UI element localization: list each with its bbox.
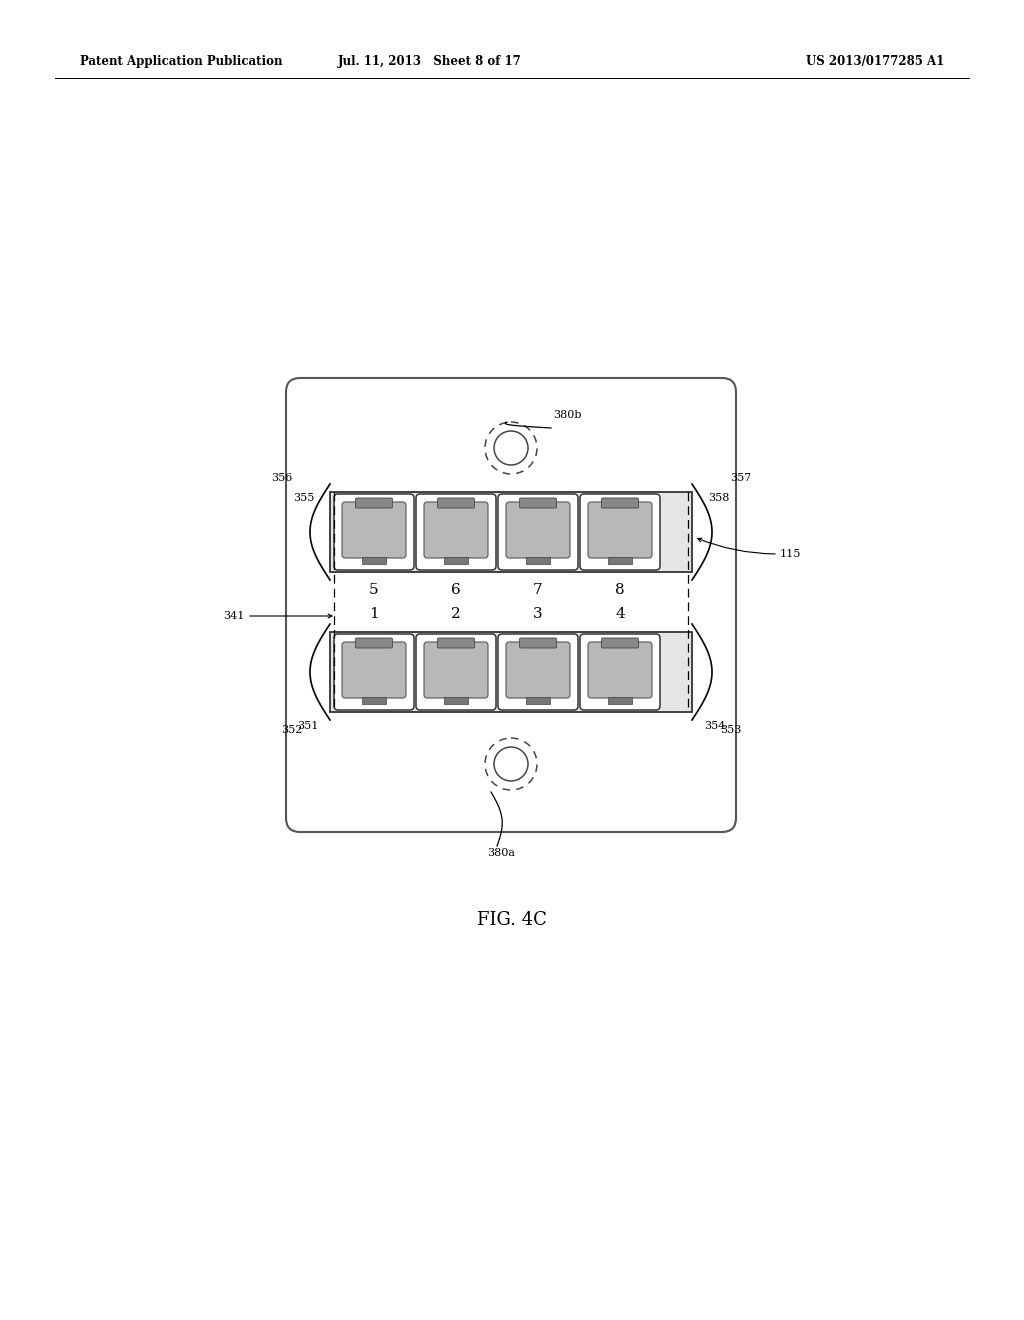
FancyBboxPatch shape (498, 494, 578, 570)
FancyBboxPatch shape (330, 632, 692, 711)
Text: 4: 4 (615, 607, 625, 620)
FancyBboxPatch shape (526, 697, 550, 704)
Text: 353: 353 (720, 725, 741, 735)
Text: 355: 355 (293, 492, 314, 503)
Text: 3: 3 (534, 607, 543, 620)
Text: US 2013/0177285 A1: US 2013/0177285 A1 (806, 55, 944, 69)
FancyBboxPatch shape (444, 697, 468, 704)
FancyBboxPatch shape (342, 502, 406, 558)
Text: 341: 341 (223, 611, 245, 620)
Text: 1: 1 (369, 607, 379, 620)
FancyBboxPatch shape (334, 494, 414, 570)
Text: 358: 358 (708, 492, 729, 503)
FancyBboxPatch shape (437, 638, 474, 648)
FancyBboxPatch shape (602, 638, 638, 648)
FancyBboxPatch shape (580, 634, 660, 710)
FancyBboxPatch shape (362, 557, 386, 564)
FancyBboxPatch shape (602, 498, 638, 508)
FancyBboxPatch shape (334, 634, 414, 710)
FancyBboxPatch shape (416, 634, 496, 710)
Text: 356: 356 (270, 473, 292, 483)
Text: 7: 7 (534, 583, 543, 597)
Text: 2: 2 (452, 607, 461, 620)
FancyBboxPatch shape (580, 494, 660, 570)
FancyBboxPatch shape (342, 642, 406, 698)
FancyBboxPatch shape (286, 378, 736, 832)
Text: 115: 115 (780, 549, 802, 558)
FancyBboxPatch shape (424, 642, 488, 698)
FancyBboxPatch shape (444, 557, 468, 564)
FancyBboxPatch shape (355, 498, 392, 508)
Text: 5: 5 (370, 583, 379, 597)
FancyBboxPatch shape (519, 498, 556, 508)
FancyBboxPatch shape (424, 502, 488, 558)
FancyBboxPatch shape (608, 697, 632, 704)
FancyBboxPatch shape (506, 502, 570, 558)
FancyBboxPatch shape (588, 502, 652, 558)
FancyBboxPatch shape (416, 494, 496, 570)
FancyBboxPatch shape (588, 642, 652, 698)
FancyBboxPatch shape (437, 498, 474, 508)
Text: 357: 357 (730, 473, 752, 483)
Text: 352: 352 (281, 725, 302, 735)
FancyBboxPatch shape (506, 642, 570, 698)
Text: 8: 8 (615, 583, 625, 597)
FancyBboxPatch shape (498, 634, 578, 710)
Text: 354: 354 (705, 721, 725, 731)
FancyBboxPatch shape (330, 492, 692, 572)
Text: FIG. 4C: FIG. 4C (477, 911, 547, 929)
FancyBboxPatch shape (608, 557, 632, 564)
FancyBboxPatch shape (362, 697, 386, 704)
FancyBboxPatch shape (526, 557, 550, 564)
Text: 6: 6 (452, 583, 461, 597)
Text: Patent Application Publication: Patent Application Publication (80, 55, 283, 69)
FancyBboxPatch shape (355, 638, 392, 648)
Text: 380b: 380b (553, 411, 582, 420)
Text: 380a: 380a (487, 847, 515, 858)
FancyBboxPatch shape (519, 638, 556, 648)
Text: 351: 351 (297, 721, 318, 731)
Text: Jul. 11, 2013   Sheet 8 of 17: Jul. 11, 2013 Sheet 8 of 17 (338, 55, 522, 69)
